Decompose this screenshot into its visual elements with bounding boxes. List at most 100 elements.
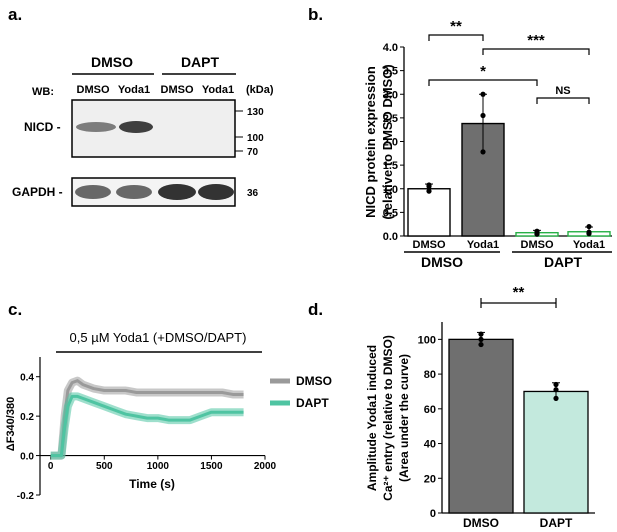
- c-series-band: [50, 392, 244, 460]
- b-data-point: [586, 229, 592, 235]
- d-data-point: [478, 336, 484, 342]
- b-significance-bracket: [482, 48, 590, 55]
- marker-130: 130: [247, 107, 264, 118]
- panel-d-letter: d.: [308, 300, 323, 319]
- b-data-point: [426, 182, 432, 188]
- stimulus-label: 0,5 µM Yoda1 (+DMSO/DAPT): [70, 330, 247, 345]
- d-data-point: [478, 341, 484, 348]
- panel-b-group-left: DMSO: [421, 254, 463, 270]
- d-significance-bracket: [480, 298, 557, 308]
- panel-d: d. 0 20 40 60 80 100 Amplitude Yoda1 induced Ca…: [308, 284, 595, 530]
- d-x-tick-label: DAPT: [540, 516, 573, 530]
- c-y-tick-label: 0.2: [20, 412, 34, 423]
- gapdh-marker: 36: [247, 188, 259, 199]
- d-y-label-2: Ca²⁺ entry (relative to DMSO): [381, 335, 395, 501]
- b-y-tick-label: 2.0: [383, 137, 398, 149]
- b-data-point: [480, 149, 486, 155]
- c-x-tick-label: 1000: [147, 461, 170, 472]
- b-significance-label: ***: [527, 32, 545, 49]
- panel-a-letter: a.: [8, 5, 22, 24]
- panel-c: c. 0,5 µM Yoda1 (+DMSO/DAPT) -0.2 0.0 0.2 0…: [5, 300, 332, 502]
- gapdh-band-lane-2: [116, 185, 152, 199]
- c-y-tick-label: 0.0: [20, 452, 34, 463]
- panel-a: a. DMSO DAPT WB: DMSO Yoda1 DMSO Yoda1 (…: [8, 5, 274, 207]
- c-series-line: [50, 394, 244, 458]
- lane-label-4: Yoda1: [202, 84, 234, 96]
- nicd-band-lane-2: [119, 121, 153, 133]
- b-significance-label: *: [480, 63, 486, 80]
- b-y-label: NICD protein expression: [363, 66, 378, 218]
- gapdh-band-lane-3: [158, 184, 196, 200]
- c-legend-label: DMSO: [296, 374, 332, 388]
- d-data-point: [553, 381, 559, 388]
- c-x-tick-label: 500: [96, 461, 113, 472]
- d-y-tick-label: 20: [424, 473, 436, 485]
- d-bar: [448, 338, 514, 514]
- b-data-point: [480, 112, 486, 119]
- b-x-tick-label: DMSO: [413, 239, 446, 251]
- d-data-point: [553, 395, 559, 401]
- c-y-tick-label: -0.2: [17, 491, 35, 502]
- blot-group-right-label: DAPT: [181, 54, 220, 70]
- b-significance-bracket: [536, 97, 590, 104]
- panel-d-plot: 0 20 40 60 80 100 Amplitude Yoda1 induced Ca²⁺ …: [365, 284, 595, 530]
- b-y-tick-label: 3.0: [383, 89, 398, 101]
- d-y-tick-label: 60: [424, 404, 436, 416]
- c-x-tick-label: 2000: [254, 461, 277, 472]
- b-significance-label: **: [450, 18, 462, 35]
- panel-c-plot: -0.2 0.0 0.2 0.4 0 500 1000 1500 2000 Time (s) ΔF3…: [5, 357, 332, 502]
- d-y-tick-label: 0: [430, 508, 436, 520]
- lane-label-2: Yoda1: [118, 84, 150, 96]
- b-data-point: [586, 223, 592, 230]
- b-y-tick-label: 0.5: [383, 207, 398, 219]
- nicd-band-lane-1: [76, 122, 116, 132]
- lane-label-3: DMSO: [161, 84, 194, 96]
- b-significance-bracket: [428, 79, 538, 86]
- d-y-label-3: (Area under the curve): [397, 354, 411, 482]
- b-data-point: [426, 188, 432, 194]
- nicd-row-label: NICD -: [24, 120, 61, 134]
- d-x-tick-label: DMSO: [463, 516, 499, 530]
- kda-label: (kDa): [246, 84, 274, 96]
- d-y-tick-label: 100: [418, 334, 436, 346]
- blot-group-left-label: DMSO: [91, 54, 133, 70]
- gapdh-row-label: GAPDH -: [12, 185, 63, 199]
- gapdh-band-lane-1: [75, 185, 111, 199]
- b-y-tick-label: 0.0: [383, 231, 398, 243]
- c-legend-label: DAPT: [296, 396, 329, 410]
- b-x-tick-label: Yoda1: [467, 239, 499, 251]
- d-significance-label: **: [513, 284, 525, 301]
- d-data-point: [553, 387, 559, 393]
- c-x-tick-label: 1500: [200, 461, 223, 472]
- b-y-tick-label: 2.5: [383, 113, 398, 125]
- wb-label: WB:: [32, 86, 54, 98]
- b-y-tick-label: 1.5: [383, 160, 398, 172]
- b-y-tick-label: 4.0: [383, 42, 398, 54]
- b-data-point: [480, 91, 486, 97]
- d-y-tick-label: 80: [424, 369, 436, 381]
- panel-b-group-right: DAPT: [544, 254, 583, 270]
- b-significance-label: NS: [555, 85, 570, 97]
- b-x-tick-label: Yoda1: [573, 239, 605, 251]
- b-significance-bracket: [428, 34, 484, 41]
- c-series-line: [50, 379, 244, 458]
- b-x-tick-label: DMSO: [521, 239, 554, 251]
- gapdh-band-lane-4: [198, 184, 234, 200]
- c-y-tick-label: 0.4: [20, 373, 34, 384]
- b-y-tick-label: 1.0: [383, 184, 398, 196]
- lane-label-1: DMSO: [77, 84, 110, 96]
- panel-b-letter: b.: [308, 5, 323, 24]
- marker-100: 100: [247, 133, 264, 144]
- b-y-label-2: (relative to DMSO DMSO): [380, 64, 395, 219]
- d-data-point: [478, 331, 484, 337]
- d-bar: [523, 390, 589, 514]
- b-bar: [407, 188, 451, 237]
- panel-b-plot: 0.0 0.5 1.0 1.5 2.0 2.5 3.0 3.5 4.0 NICD protein …: [363, 18, 612, 251]
- c-y-label: ΔF340/380: [5, 397, 17, 451]
- c-x-tick-label: 0: [48, 461, 54, 472]
- b-y-tick-label: 3.5: [383, 66, 398, 78]
- d-y-label: Amplitude Yoda1 induced: [365, 345, 379, 491]
- panel-b: b. 0.0 0.5 1.0 1.5 2.0 2.5 3.0 3.5 4.0 NICD prote…: [308, 5, 612, 270]
- d-y-tick-label: 40: [424, 439, 436, 451]
